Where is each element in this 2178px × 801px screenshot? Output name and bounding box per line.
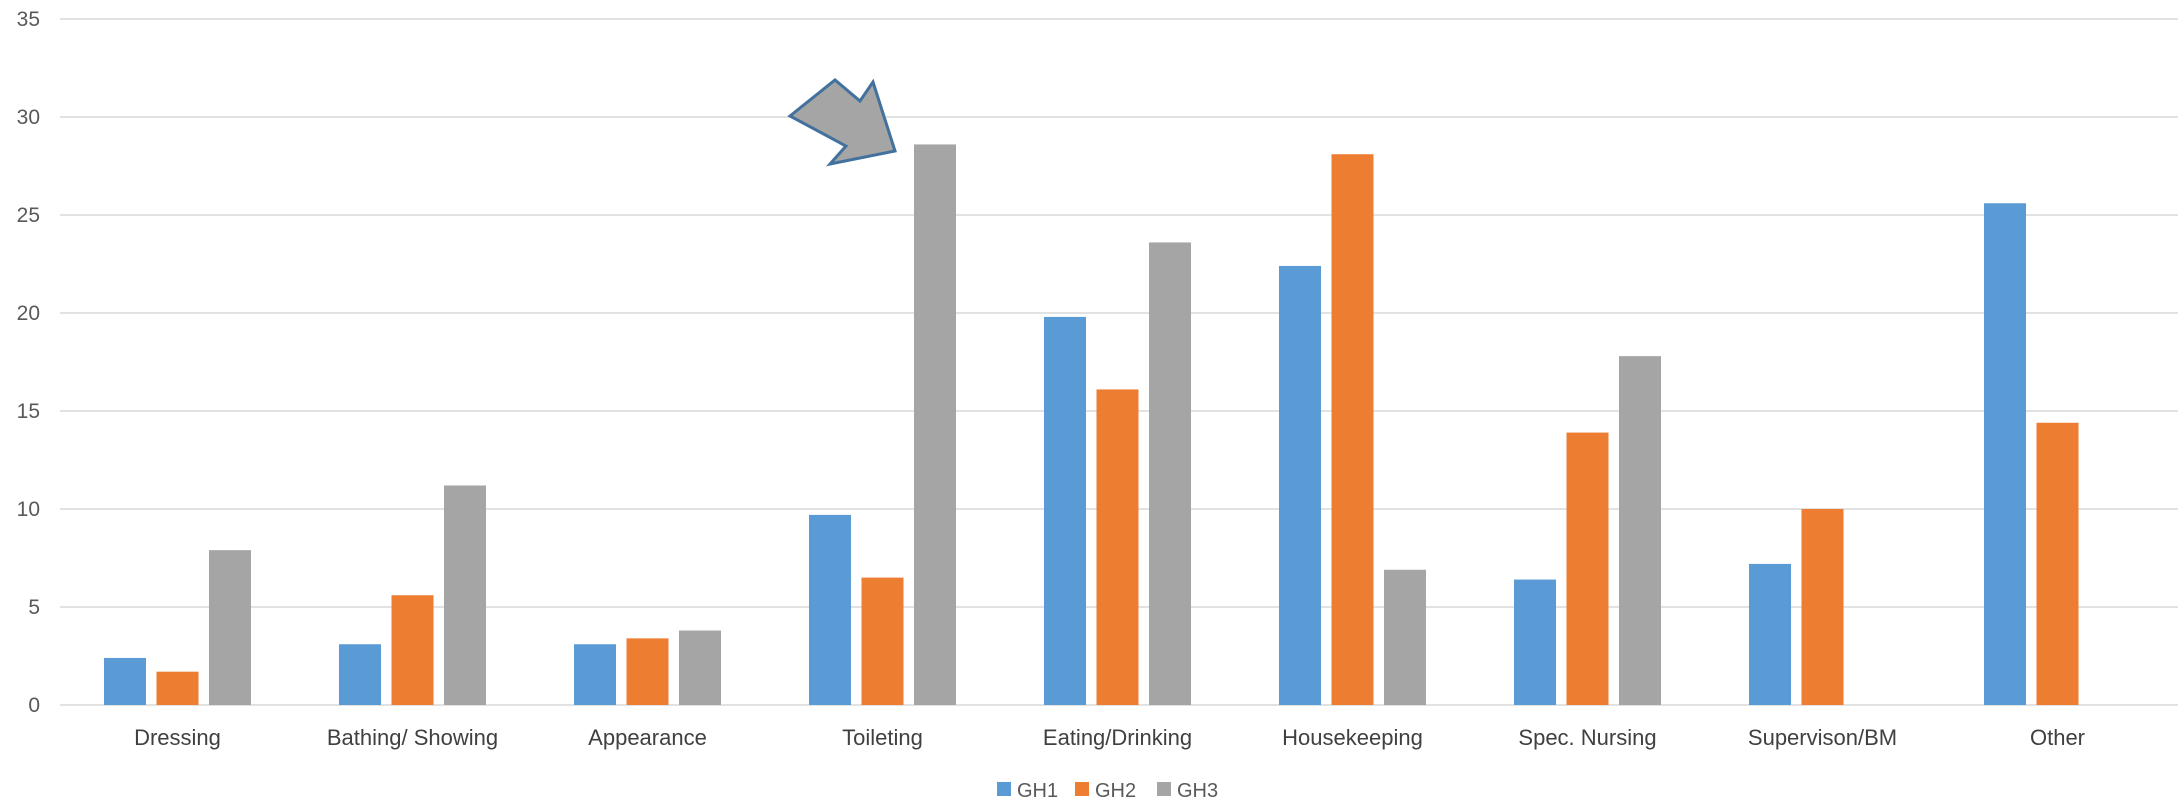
legend-label-gh1: GH1 (1017, 780, 1058, 801)
legend-label-gh2: GH2 (1095, 780, 1136, 801)
bar-gh3-1 (444, 485, 486, 705)
bar-gh3-0 (209, 550, 251, 705)
y-tick-label: 10 (17, 498, 40, 521)
bars (104, 144, 2079, 706)
x-tick-label: Appearance (588, 725, 707, 750)
bar-gh2-7 (1801, 509, 1844, 705)
y-tick-label: 0 (28, 694, 40, 717)
bar-gh2-3 (861, 577, 904, 705)
bar-gh3-2 (679, 630, 721, 705)
x-tick-label: Spec. Nursing (1518, 725, 1656, 750)
legend-swatch-gh1 (997, 782, 1011, 796)
x-tick-label: Eating/Drinking (1043, 725, 1192, 750)
x-tick-label: Toileting (842, 725, 923, 750)
bar-gh1-0 (104, 657, 146, 705)
y-tick-label: 20 (17, 302, 40, 325)
bar-gh1-6 (1514, 579, 1556, 705)
bar-gh1-2 (574, 644, 616, 705)
y-tick-label: 30 (17, 106, 40, 129)
y-tick-label: 5 (28, 596, 40, 619)
x-axis: Dressing Bathing/ Showing Appearance Toilet… (134, 725, 2085, 750)
legend-label-gh3: GH3 (1177, 780, 1218, 801)
bar-gh1-8 (1984, 203, 2026, 706)
x-tick-label: Dressing (134, 725, 221, 750)
bar-gh2-8 (2036, 422, 2079, 705)
y-tick-label: 25 (17, 204, 40, 227)
bar-gh1-7 (1749, 563, 1791, 705)
x-tick-label: Supervison/BM (1748, 725, 1897, 750)
x-tick-label: Bathing/ Showing (327, 725, 498, 750)
x-tick-label: Housekeeping (1282, 725, 1423, 750)
bar-gh2-5 (1331, 154, 1374, 706)
bar-gh1-5 (1279, 265, 1321, 705)
arrow-shape (787, 78, 897, 167)
bar-gh2-6 (1566, 432, 1609, 705)
bar-gh2-4 (1096, 389, 1139, 705)
y-tick-label: 35 (17, 8, 40, 31)
bar-gh3-4 (1149, 242, 1191, 705)
bar-gh1-4 (1044, 316, 1086, 705)
bar-gh1-1 (339, 644, 381, 705)
x-tick-label: Other (2030, 725, 2085, 750)
bar-gh2-0 (156, 671, 199, 705)
annotation-arrow (787, 78, 897, 167)
y-axis: 0 5 10 15 20 25 30 35 (17, 8, 40, 717)
legend-swatch-gh2 (1075, 782, 1089, 796)
bar-gh2-2 (626, 638, 669, 705)
y-tick-label: 15 (17, 400, 40, 423)
legend: GH1 GH2 GH3 (997, 780, 1218, 801)
bar-gh3-6 (1619, 356, 1661, 705)
bar-gh3-5 (1384, 569, 1426, 705)
legend-swatch-gh3 (1157, 782, 1171, 796)
bar-gh1-3 (809, 514, 851, 705)
bar-gh3-3 (914, 144, 956, 705)
bar-gh2-1 (391, 595, 434, 705)
